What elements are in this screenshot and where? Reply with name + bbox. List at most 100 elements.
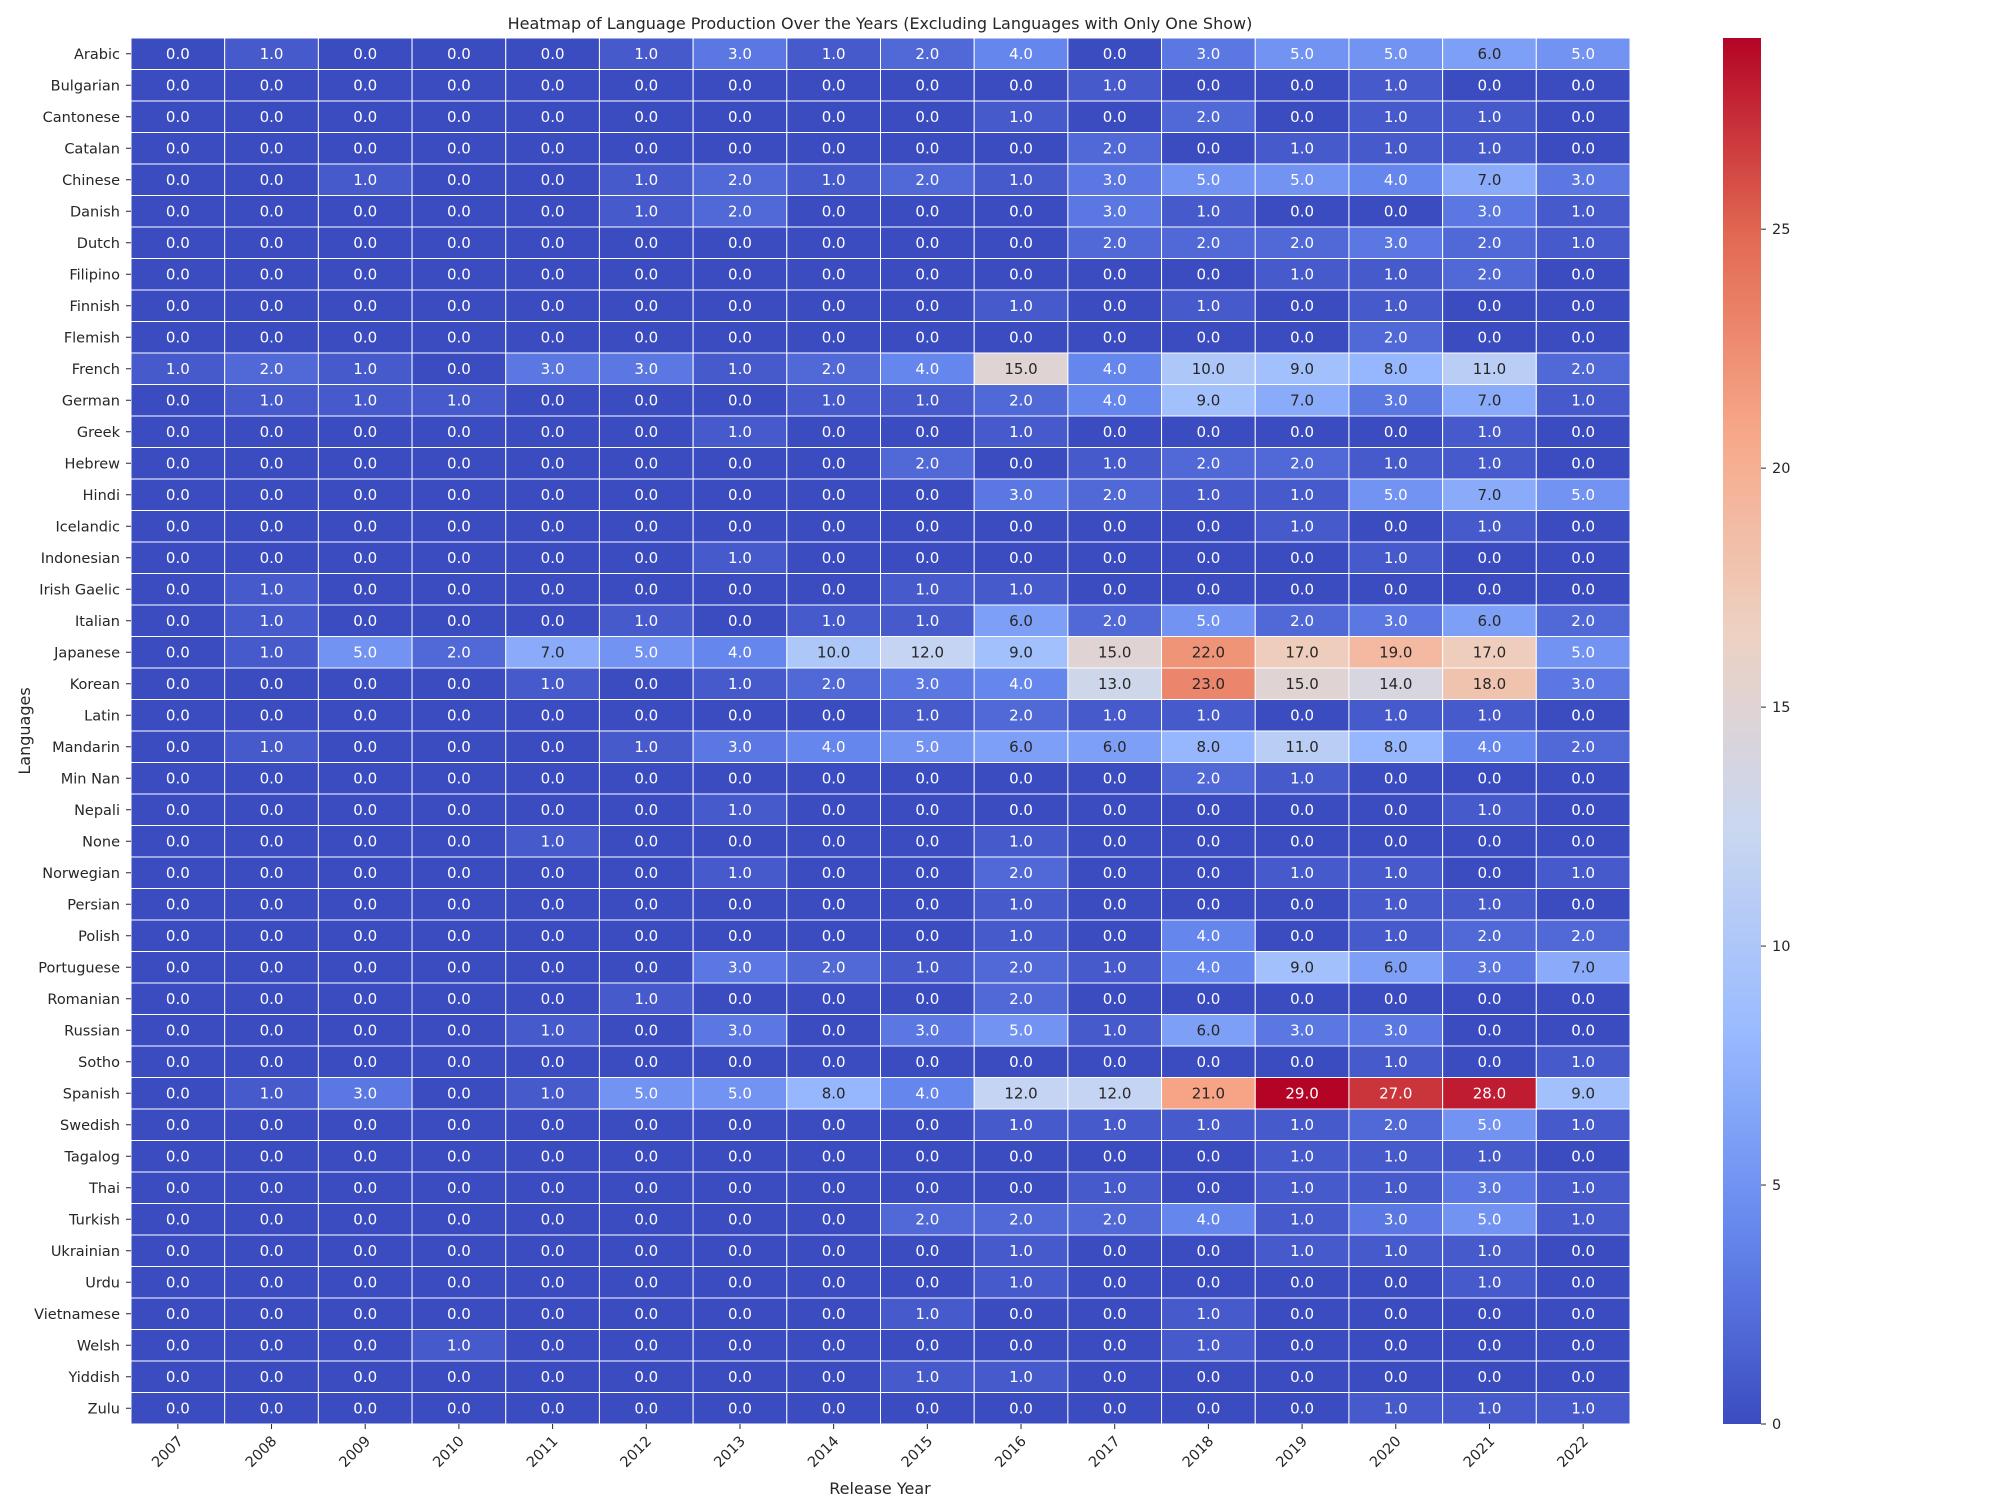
heatmap-cell xyxy=(1535,1234,1631,1267)
cell-annotation: 0.0 xyxy=(1196,265,1220,283)
cell-annotation: 0.0 xyxy=(634,108,658,126)
cell-annotation: 0.0 xyxy=(447,45,471,63)
cell-annotation: 1.0 xyxy=(822,45,846,63)
cell-annotation: 0.0 xyxy=(447,171,471,189)
colorbar-tick-label: 0 xyxy=(1772,1417,1781,1433)
heatmap-cell xyxy=(505,856,600,889)
cell-annotation: 0.0 xyxy=(634,706,658,724)
heatmap-cell xyxy=(973,793,1069,826)
heatmap-cell xyxy=(224,1329,319,1362)
y-tick-label: Bulgarian xyxy=(51,78,120,94)
cell-annotation: 1.0 xyxy=(1009,297,1033,315)
heatmap-cell xyxy=(1348,1014,1444,1047)
heatmap-cell xyxy=(317,1077,413,1110)
cell-annotation: 0.0 xyxy=(1571,990,1595,1008)
heatmap-cell xyxy=(505,478,600,511)
cell-annotation: 7.0 xyxy=(1478,486,1502,504)
cell-annotation: 0.0 xyxy=(1571,423,1595,441)
cell-annotation: 0.0 xyxy=(915,801,939,819)
heatmap-cell xyxy=(786,825,881,858)
heatmap-cell xyxy=(1348,1203,1444,1236)
cell-annotation: 0.0 xyxy=(1196,549,1220,567)
heatmap-cell xyxy=(1535,825,1631,858)
cell-annotation: 0.0 xyxy=(353,486,377,504)
cell-annotation: 0.0 xyxy=(822,76,846,94)
cell-annotation: 2.0 xyxy=(1196,454,1220,472)
heatmap-cell xyxy=(505,510,600,543)
cell-annotation: 0.0 xyxy=(1103,517,1127,535)
cell-annotation: 0.0 xyxy=(1196,328,1220,346)
cell-annotation: 1.0 xyxy=(1571,1399,1595,1417)
cell-annotation: 1.0 xyxy=(1384,927,1408,945)
cell-annotation: 0.0 xyxy=(166,1368,190,1386)
cell-annotation: 0.0 xyxy=(166,486,190,504)
cell-annotation: 0.0 xyxy=(260,1273,284,1291)
cell-annotation: 0.0 xyxy=(447,895,471,913)
cell-annotation: 0.0 xyxy=(260,1116,284,1134)
heatmap-cell xyxy=(1348,1234,1444,1267)
cell-annotation: 0.0 xyxy=(728,769,752,787)
cell-annotation: 1.0 xyxy=(1571,1210,1595,1228)
cell-annotation: 0.0 xyxy=(728,832,752,850)
cell-annotation: 0.0 xyxy=(1103,1305,1127,1323)
colorbar-ticks: 0 5 10 15 20 25 xyxy=(1761,222,1790,1433)
cell-annotation: 0.0 xyxy=(634,486,658,504)
cell-annotation: 0.0 xyxy=(166,643,190,661)
cell-annotation: 0.0 xyxy=(1478,990,1502,1008)
heatmap-cell xyxy=(692,1140,788,1173)
cell-annotation: 0.0 xyxy=(1103,265,1127,283)
cell-annotation: 0.0 xyxy=(1290,1273,1314,1291)
cell-annotation: 0.0 xyxy=(1196,139,1220,157)
heatmap-cell xyxy=(1254,478,1350,511)
cell-annotation: 0.0 xyxy=(1571,297,1595,315)
heatmap-cell xyxy=(1442,856,1537,889)
heatmap-cell xyxy=(1067,226,1163,259)
heatmap-cell xyxy=(786,1014,881,1047)
heatmap-cell xyxy=(224,888,319,921)
heatmap-cell xyxy=(130,132,226,165)
cell-annotation: 0.0 xyxy=(1009,1179,1033,1197)
heatmap-cell xyxy=(1161,1392,1256,1425)
heatmap-cell xyxy=(1161,258,1256,291)
heatmap-cell xyxy=(1348,1171,1444,1204)
heatmap-cell xyxy=(1067,1329,1163,1362)
cell-annotation: 0.0 xyxy=(1478,580,1502,598)
heatmap-cell xyxy=(786,919,881,952)
cell-annotation: 0.0 xyxy=(1196,1053,1220,1071)
y-tick-label: Latin xyxy=(84,708,120,724)
cell-annotation: 0.0 xyxy=(822,139,846,157)
heatmap-cell xyxy=(786,636,881,669)
heatmap-cell xyxy=(880,163,975,196)
cell-annotation: 0.0 xyxy=(1290,423,1314,441)
cell-annotation: 0.0 xyxy=(1009,517,1033,535)
heatmap-cell xyxy=(786,321,881,354)
y-tick-label: French xyxy=(72,362,120,378)
cell-annotation: 0.0 xyxy=(915,1053,939,1071)
cell-annotation: 0.0 xyxy=(634,1273,658,1291)
y-tick-label: Icelandic xyxy=(56,519,121,535)
cell-annotation: 0.0 xyxy=(260,549,284,567)
cell-annotation: 5.0 xyxy=(353,643,377,661)
heatmap-cell xyxy=(317,447,413,480)
cell-annotation: 0.0 xyxy=(541,1368,565,1386)
cell-annotation: 1.0 xyxy=(1009,171,1033,189)
cell-annotation: 0.0 xyxy=(1478,76,1502,94)
heatmap-cell xyxy=(130,352,226,385)
heatmap-cell xyxy=(1348,1360,1444,1393)
cell-annotation: 0.0 xyxy=(1290,549,1314,567)
heatmap-cell xyxy=(598,1077,694,1110)
heatmap-cell xyxy=(224,919,319,952)
cell-annotation: 3.0 xyxy=(1478,1179,1502,1197)
cell-annotation: 9.0 xyxy=(1196,391,1220,409)
heatmap-cell xyxy=(130,289,226,322)
cell-annotation: 1.0 xyxy=(915,580,939,598)
cell-annotation: 0.0 xyxy=(166,1179,190,1197)
heatmap-cell xyxy=(505,825,600,858)
cell-annotation: 5.0 xyxy=(1290,171,1314,189)
heatmap-cell xyxy=(786,195,881,228)
cell-annotation: 0.0 xyxy=(1290,706,1314,724)
x-tick-label: 2016 xyxy=(992,1434,1029,1471)
cell-annotation: 0.0 xyxy=(1103,769,1127,787)
heatmap-cell xyxy=(598,1171,694,1204)
heatmap-cell xyxy=(224,195,319,228)
